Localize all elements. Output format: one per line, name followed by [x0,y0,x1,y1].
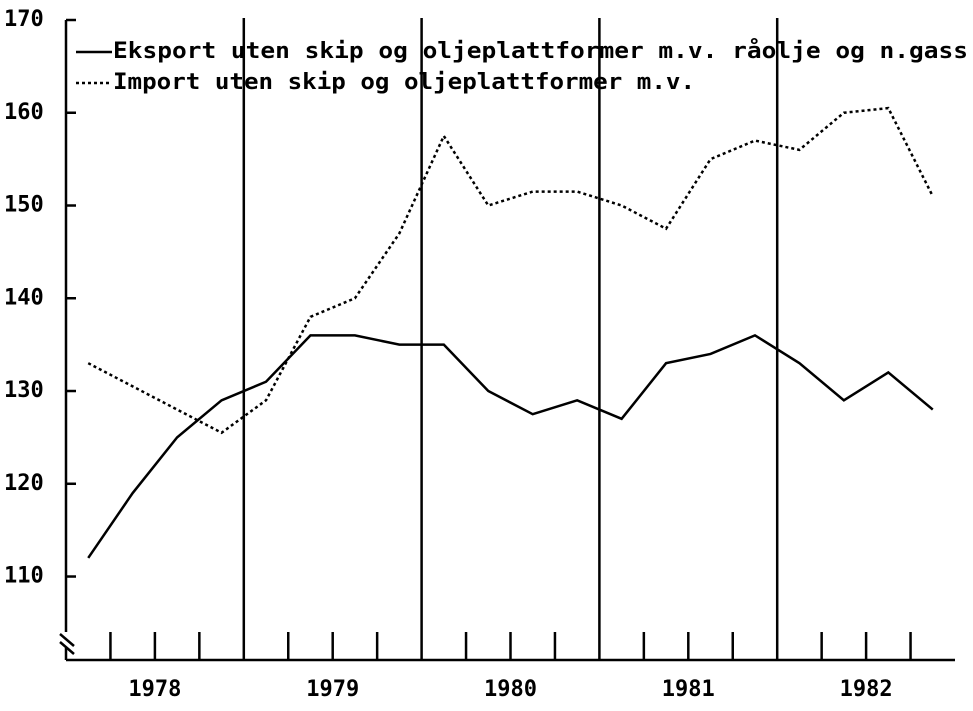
x-tick-label: 1979 [306,677,359,702]
y-tick-label: 110 [4,564,44,589]
x-tick-label: 1980 [484,677,537,702]
y-tick-label: 150 [4,193,44,218]
legend-label: Import uten skip og oljeplattformer m.v. [113,70,695,95]
y-tick-label: 120 [4,471,44,496]
y-tick-label: 160 [4,100,44,125]
legend-label: Eksport uten skip og oljeplattformer m.v… [113,38,968,64]
x-tick-label: 1982 [840,677,893,702]
series-line [87,333,934,559]
series-line [87,106,934,435]
y-tick-label: 130 [4,378,44,403]
x-tick-label: 1981 [662,677,715,702]
x-tick-label: 1978 [128,677,181,702]
y-tick-label: 140 [4,285,44,310]
axis-break [59,633,75,655]
y-tick-label: 170 [4,7,44,32]
